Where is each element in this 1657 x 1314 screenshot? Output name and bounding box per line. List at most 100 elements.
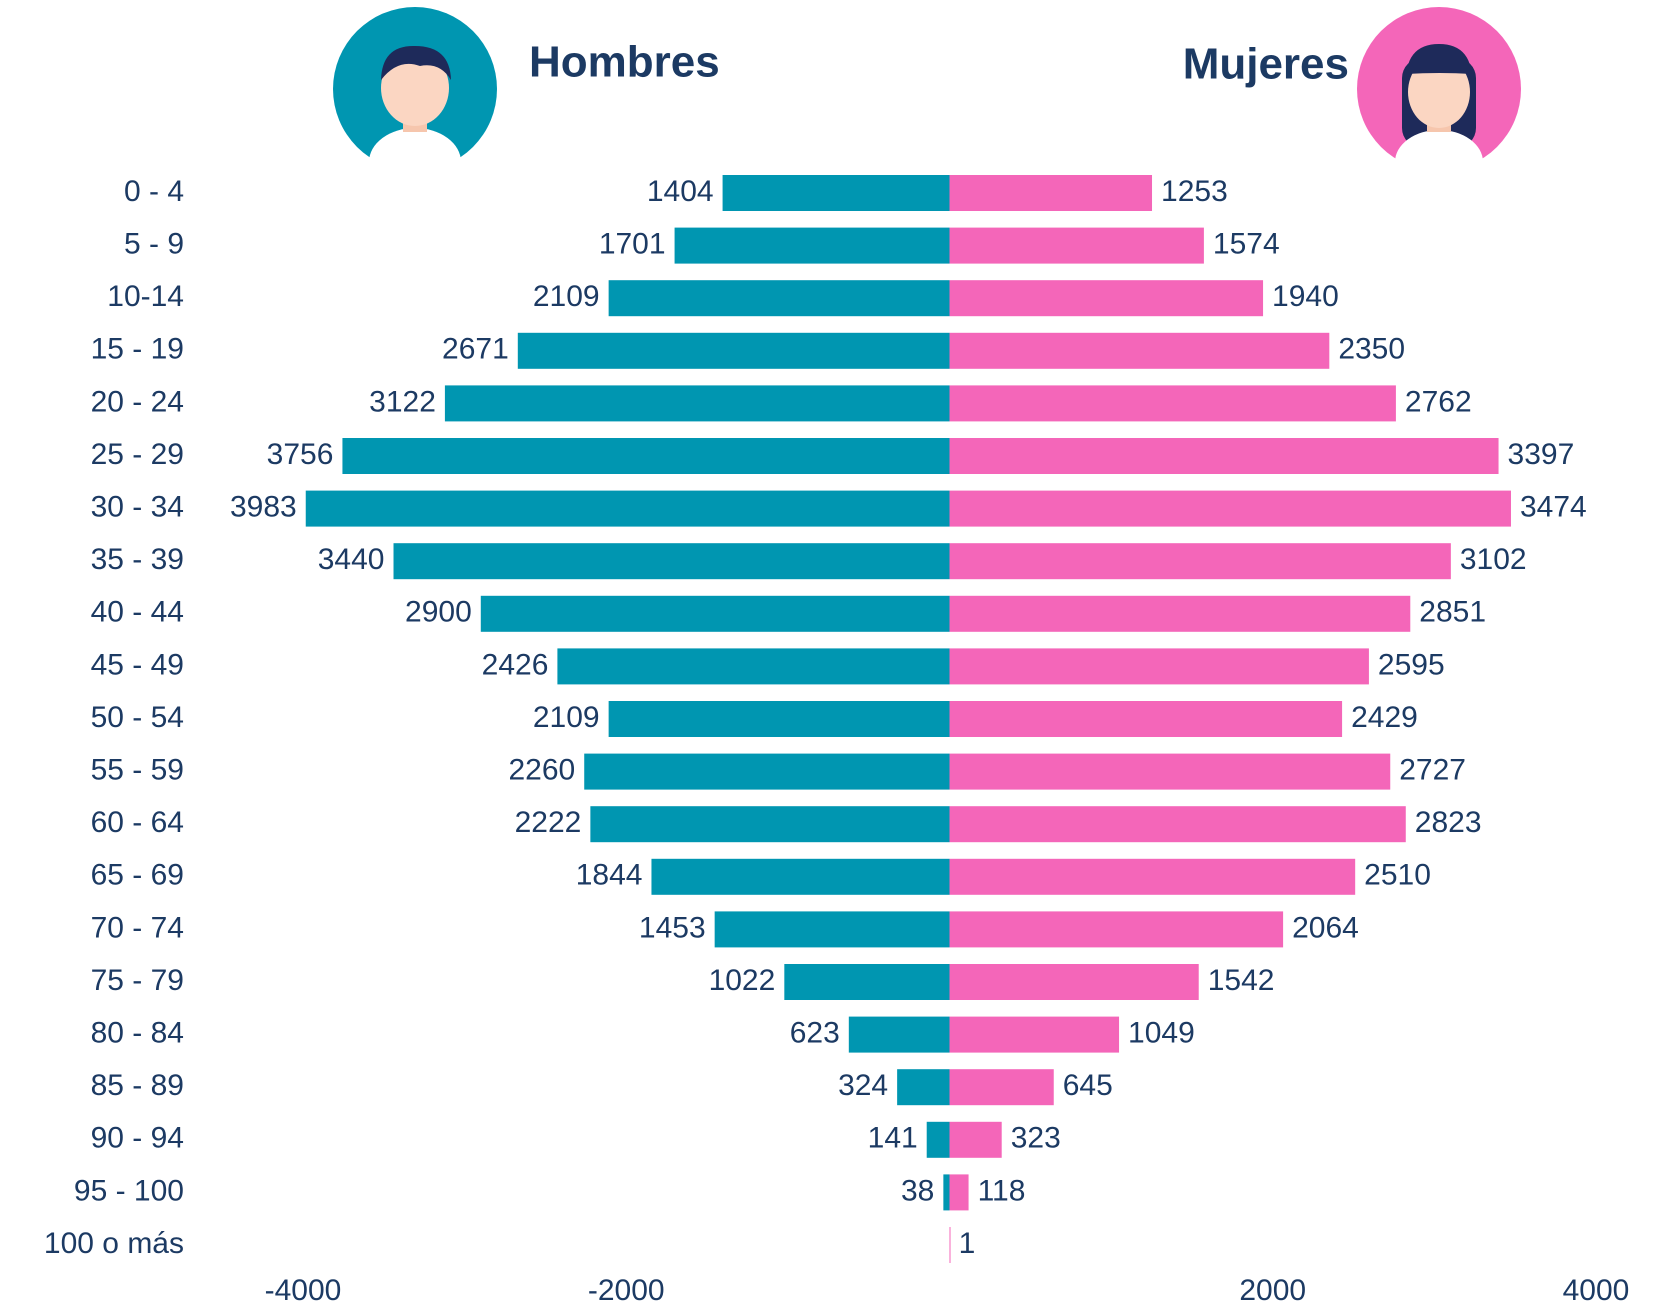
value-label: 323: [1011, 1122, 1061, 1155]
legend-women: Mujeres: [1183, 40, 1349, 89]
bar: [584, 754, 949, 790]
value-label: 3440: [318, 543, 385, 576]
value-label: 3474: [1520, 491, 1587, 524]
value-label: 1404: [647, 175, 714, 208]
value-label: 2222: [515, 806, 582, 839]
y-tick-label: 15 - 19: [91, 333, 184, 366]
bar: [342, 438, 949, 474]
y-tick-label: 50 - 54: [91, 701, 184, 734]
y-tick-label: 95 - 100: [74, 1174, 184, 1207]
men-avatar: [333, 7, 497, 196]
y-tick-label: 100 o más: [44, 1227, 184, 1260]
value-label: 2260: [508, 754, 575, 787]
value-label: 2426: [482, 648, 549, 681]
value-label: 1542: [1208, 964, 1275, 997]
bar: [784, 964, 949, 1000]
value-label: 2064: [1292, 911, 1359, 944]
value-label: 645: [1063, 1069, 1113, 1102]
y-tick-label: 0 - 4: [124, 175, 184, 208]
value-label: 141: [868, 1122, 918, 1155]
bar: [950, 1122, 1002, 1158]
value-label: 1253: [1161, 175, 1228, 208]
bar: [950, 911, 1284, 947]
bar: [950, 333, 1330, 369]
value-label: 623: [790, 1017, 840, 1050]
bar: [394, 543, 950, 579]
y-tick-label: 30 - 34: [91, 491, 184, 524]
value-label: 1049: [1128, 1017, 1195, 1050]
value-label: 3983: [230, 491, 297, 524]
value-label: 1940: [1272, 280, 1339, 313]
bar: [481, 596, 950, 632]
bar: [651, 859, 949, 895]
y-tick-label: 90 - 94: [91, 1122, 184, 1155]
bar: [950, 859, 1356, 895]
bar: [715, 911, 950, 947]
bar: [950, 806, 1406, 842]
bar: [897, 1069, 949, 1105]
x-tick-label: 2000: [1239, 1274, 1306, 1307]
bar: [950, 438, 1499, 474]
y-tick-label: 65 - 69: [91, 859, 184, 892]
bar: [445, 385, 950, 421]
value-label: 2350: [1338, 333, 1405, 366]
value-label: 2595: [1378, 648, 1445, 681]
value-label: 1453: [639, 911, 706, 944]
bar: [950, 385, 1396, 421]
bar: [557, 648, 949, 684]
women-avatar: [1357, 7, 1521, 194]
value-label: 324: [838, 1069, 888, 1102]
y-tick-label: 85 - 89: [91, 1069, 184, 1102]
y-tick-label: 10-14: [107, 280, 184, 313]
value-label: 2727: [1399, 754, 1466, 787]
value-label: 2109: [533, 280, 600, 313]
y-tick-label: 75 - 79: [91, 964, 184, 997]
bar: [950, 964, 1199, 1000]
value-label: 1022: [709, 964, 776, 997]
bar: [950, 491, 1511, 527]
bar: [675, 228, 950, 264]
bar: [723, 175, 950, 211]
bar: [518, 333, 950, 369]
bar: [950, 1017, 1120, 1053]
value-label: 2109: [533, 701, 600, 734]
x-tick-label: -2000: [588, 1274, 665, 1307]
value-label: 2671: [442, 333, 509, 366]
bar: [609, 280, 950, 316]
y-tick-label: 5 - 9: [124, 228, 184, 261]
value-label: 2429: [1351, 701, 1418, 734]
value-label: 3122: [369, 385, 436, 418]
bar: [943, 1174, 949, 1210]
y-tick-label: 40 - 44: [91, 596, 184, 629]
value-label: 1701: [599, 228, 666, 261]
bar: [950, 228, 1204, 264]
y-tick-label: 70 - 74: [91, 911, 184, 944]
y-tick-label: 55 - 59: [91, 754, 184, 787]
bar: [950, 175, 1153, 211]
value-label: 2851: [1419, 596, 1486, 629]
y-tick-label: 35 - 39: [91, 543, 184, 576]
bar: [950, 1069, 1054, 1105]
value-label: 118: [978, 1174, 1026, 1207]
bar: [950, 648, 1369, 684]
bar: [609, 701, 950, 737]
legend-men: Hombres: [529, 38, 720, 87]
bar: [950, 701, 1343, 737]
value-label: 3397: [1508, 438, 1575, 471]
bar: [950, 596, 1411, 632]
y-tick-label: 80 - 84: [91, 1017, 184, 1050]
value-label: 3102: [1460, 543, 1527, 576]
x-tick-label: 4000: [1563, 1274, 1630, 1307]
value-label: 1: [959, 1227, 976, 1260]
value-label: 1844: [576, 859, 643, 892]
bar: [849, 1017, 950, 1053]
bar: [590, 806, 949, 842]
y-tick-label: 45 - 49: [91, 648, 184, 681]
value-label: 2823: [1415, 806, 1482, 839]
chart: Hombres Mujeres -4000-2000200040000 - 41…: [0, 0, 1657, 1314]
y-tick-label: 20 - 24: [91, 385, 184, 418]
value-label: 2900: [405, 596, 472, 629]
value-label: 2510: [1364, 859, 1431, 892]
value-label: 3756: [267, 438, 334, 471]
bar: [950, 1227, 951, 1263]
